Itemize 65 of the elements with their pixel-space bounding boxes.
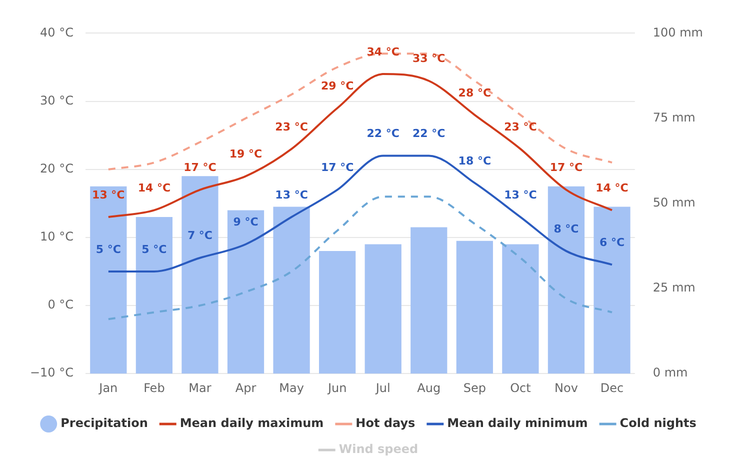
y2-tick-label: 0 mm [652,366,688,380]
y2-tick-label: 75 mm [652,110,696,124]
x-tick-label: Apr [235,380,256,395]
data-label: 28 °C [458,86,492,100]
bar [319,251,356,374]
bar [548,186,585,374]
x-tick-label: Jan [98,380,118,395]
y-tick-label: −10 °C [30,366,74,380]
x-tick-label: Oct [510,380,532,395]
x-tick-label: Sep [463,380,486,395]
data-label: 34 °C [366,45,400,58]
data-label: 29 °C [320,79,354,92]
data-label: 33 °C [412,52,446,66]
data-label: 17 °C [320,161,354,174]
y2-tick-label: 100 mm [652,25,704,40]
data-label: 7 °C [187,229,213,242]
data-label: 5 °C [96,242,121,256]
data-label: 14 °C [596,182,628,195]
x-tick-label: May [279,380,304,395]
line-series [107,73,614,218]
x-tick-label: Jul [374,380,390,395]
data-label: 6 °C [599,236,625,250]
bar [502,244,539,374]
bar [594,206,630,374]
legend-label: Cold nights [620,416,696,430]
data-label: 9 °C [233,216,258,229]
y-tick-label: 40 °C [40,25,74,40]
data-label: 23 °C [275,120,308,134]
x-tick-label: Jun [326,380,347,395]
data-label: 18 °C [458,154,492,168]
x-tick-label: Dec [600,380,624,395]
y-tick-label: 30 °C [40,93,74,108]
bar [273,206,310,374]
data-label: 8 °C [554,222,579,236]
x-tick-label: Aug [417,380,441,395]
bar [90,186,127,374]
bar [364,244,402,374]
legend-label: Precipitation [60,416,148,430]
legend-label: Mean daily maximum [180,416,324,430]
y2-tick-label: 25 mm [652,280,696,295]
x-tick-label: Mar [188,380,212,395]
bar [227,210,264,374]
legend-label: Hot days [356,416,416,430]
data-label: 22 °C [412,127,446,140]
y2-tick-label: 50 mm [652,196,696,210]
y-tick-label: 0 °C [48,298,74,312]
y-tick-label: 20 °C [40,161,74,176]
data-label: 17 °C [184,161,216,174]
x-tick-label: Nov [554,380,578,395]
bar [182,176,218,374]
data-label: 13 °C [92,188,125,202]
bar [136,217,173,374]
x-tick-label: Feb [144,380,165,395]
data-label: 19 °C [229,148,262,161]
data-label: 22 °C [366,127,400,140]
bar [410,227,448,374]
data-label: 5 °C [142,242,167,256]
data-label: 13 °C [275,188,308,202]
bar [456,240,493,374]
data-label: 13 °C [504,188,537,202]
y-tick-label: 10 °C [40,230,74,244]
data-label: 14 °C [138,182,171,195]
legend-label: Mean daily minimum [447,416,588,430]
data-label: 17 °C [550,161,583,174]
data-label: 23 °C [504,120,537,134]
